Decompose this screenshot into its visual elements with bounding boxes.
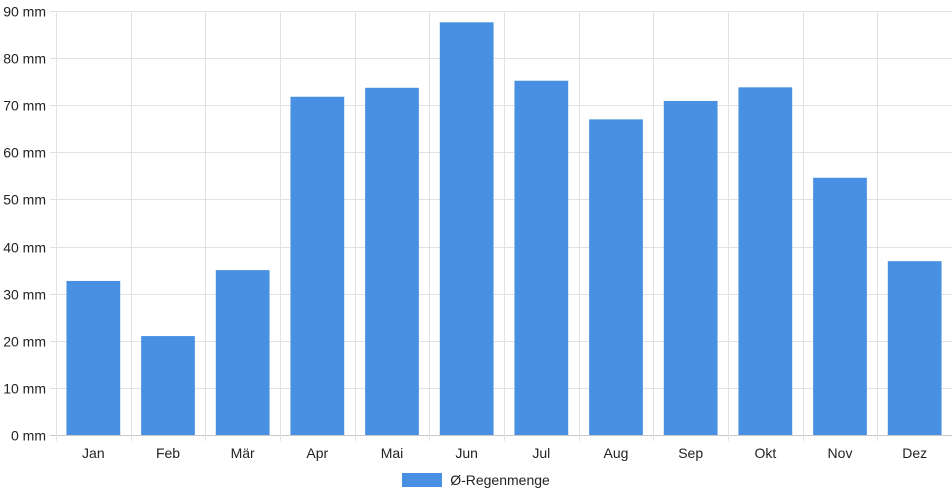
x-tick-label: Jun xyxy=(455,445,478,461)
bar-jun[interactable] xyxy=(439,22,494,435)
x-tick-label: Nov xyxy=(828,445,853,461)
legend-label: Ø-Regenmenge xyxy=(450,472,550,488)
bar-feb[interactable] xyxy=(141,336,195,435)
x-tick-label: Mai xyxy=(381,445,404,461)
x-tick-label: Aug xyxy=(604,445,629,461)
y-tick-label: 0 mm xyxy=(11,428,46,444)
x-tick-label: Dez xyxy=(902,445,927,461)
bars xyxy=(66,22,942,436)
bar-nov[interactable] xyxy=(813,177,867,436)
bar-mär[interactable] xyxy=(215,270,270,435)
legend[interactable]: Ø-Regenmenge xyxy=(0,472,952,488)
y-tick-label: 60 mm xyxy=(3,145,46,161)
bar-okt[interactable] xyxy=(738,87,793,435)
y-tick-label: 90 mm xyxy=(3,4,46,20)
bar-aug[interactable] xyxy=(589,119,643,435)
y-axis-ticks: 0 mm 10 mm 20 mm 30 mm 40 mm 50 mm 60 mm 70 mm 8… xyxy=(3,4,46,444)
y-tick-label: 10 mm xyxy=(3,381,46,397)
x-tick-label: Jan xyxy=(82,445,105,461)
x-tick-label: Apr xyxy=(306,445,328,461)
grid xyxy=(50,11,952,441)
x-tick-label: Sep xyxy=(678,445,703,461)
bar-jul[interactable] xyxy=(514,80,569,436)
bar-mai[interactable] xyxy=(365,87,419,436)
x-axis-ticks: Jan Feb Mär Apr Mai Jun Jul Aug Sep Okt Nov Dez xyxy=(82,445,927,461)
y-tick-label: 20 mm xyxy=(3,334,46,350)
y-tick-label: 80 mm xyxy=(3,51,46,67)
bar-apr[interactable] xyxy=(290,96,345,436)
y-tick-label: 50 mm xyxy=(3,192,46,208)
bar-sep[interactable] xyxy=(663,100,718,435)
x-tick-label: Feb xyxy=(156,445,180,461)
legend-swatch xyxy=(402,473,443,487)
y-tick-label: 70 mm xyxy=(3,98,46,114)
bar-jan[interactable] xyxy=(66,280,121,435)
y-tick-label: 40 mm xyxy=(3,240,46,256)
bar-dez[interactable] xyxy=(887,261,942,435)
x-tick-label: Mär xyxy=(231,445,255,461)
x-tick-label: Jul xyxy=(532,445,550,461)
x-tick-label: Okt xyxy=(754,445,776,461)
y-tick-label: 30 mm xyxy=(3,287,46,303)
